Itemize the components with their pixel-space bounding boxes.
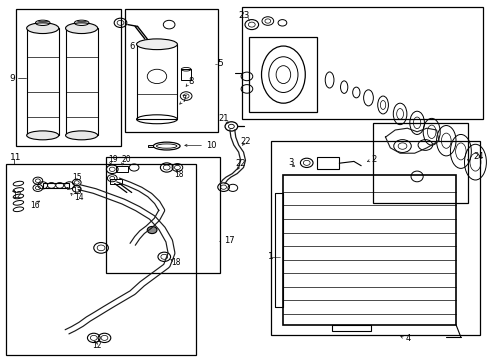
Text: 16: 16 — [31, 201, 40, 210]
Bar — [148, 145, 153, 148]
Bar — [249, 37, 317, 112]
Bar — [106, 157, 220, 273]
Text: 22: 22 — [235, 159, 245, 168]
Bar — [42, 183, 69, 188]
Bar — [274, 193, 283, 307]
Text: 7: 7 — [181, 95, 186, 104]
Text: 18: 18 — [174, 170, 183, 179]
Bar — [331, 325, 370, 331]
Ellipse shape — [27, 131, 59, 140]
Text: 12: 12 — [12, 191, 21, 200]
Bar — [110, 179, 122, 184]
Text: 19: 19 — [108, 155, 118, 164]
Text: 3: 3 — [287, 158, 293, 167]
Bar — [27, 28, 59, 135]
Ellipse shape — [65, 131, 98, 140]
Text: 1: 1 — [268, 252, 273, 261]
Bar — [136, 44, 177, 119]
Bar — [116, 166, 128, 172]
Text: 17: 17 — [224, 236, 234, 245]
Bar — [6, 164, 196, 355]
Text: 9: 9 — [9, 74, 15, 83]
Bar — [372, 123, 467, 203]
Bar — [283, 175, 455, 325]
Text: 22: 22 — [240, 137, 251, 146]
Bar — [16, 9, 120, 146]
Text: 15: 15 — [72, 173, 81, 182]
Text: 8: 8 — [188, 77, 193, 86]
Text: 21: 21 — [219, 114, 229, 123]
Text: 6: 6 — [129, 41, 134, 50]
Ellipse shape — [27, 23, 59, 33]
Bar — [271, 141, 479, 336]
Text: 24: 24 — [472, 152, 483, 161]
Ellipse shape — [65, 23, 98, 33]
Text: 4: 4 — [405, 334, 410, 343]
Bar — [65, 28, 98, 135]
Text: 18: 18 — [171, 258, 181, 267]
Bar — [317, 157, 339, 169]
Text: 2: 2 — [371, 155, 376, 164]
Bar — [125, 9, 217, 132]
Ellipse shape — [136, 39, 177, 50]
Text: 13: 13 — [72, 187, 81, 196]
Text: 23: 23 — [238, 11, 250, 20]
Text: 11: 11 — [10, 153, 21, 162]
Text: 20: 20 — [122, 155, 131, 164]
Circle shape — [147, 226, 157, 234]
Text: 10: 10 — [205, 141, 216, 150]
Text: 5: 5 — [217, 59, 223, 68]
Text: 12: 12 — [92, 341, 101, 350]
Bar — [242, 7, 482, 119]
Text: 14: 14 — [74, 193, 84, 202]
Bar — [181, 69, 191, 80]
